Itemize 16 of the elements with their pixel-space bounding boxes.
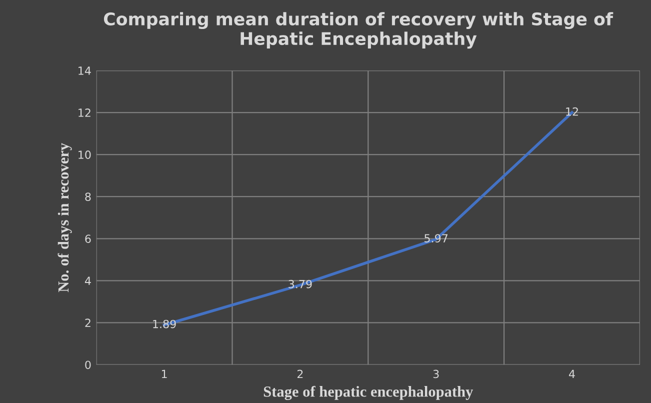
data-label: 12 [566,107,578,116]
x-tick-label: 1 [162,370,167,378]
y-axis-title: No. of days in recovery [58,143,72,292]
y-tick-label: 10 [78,150,91,159]
y-tick-label: 4 [84,276,91,285]
y-tick-label: 8 [85,192,91,201]
y-tick-label: 6 [85,234,91,244]
y-tick-label: 2 [85,318,90,327]
x-tick-label: 3 [433,370,439,378]
y-tick-label: 14 [78,66,91,75]
x-axis-title: Stage of hepatic encephalopathy [264,386,474,400]
x-tick-label: 2 [297,370,303,378]
y-tick-label: 12 [78,108,90,117]
x-tick-label: 4 [568,370,575,378]
y-tick-label: 0 [85,360,91,370]
chart-title: Comparing mean duration of recovery with Stage of Hepatic Encephalopathy [104,12,614,49]
